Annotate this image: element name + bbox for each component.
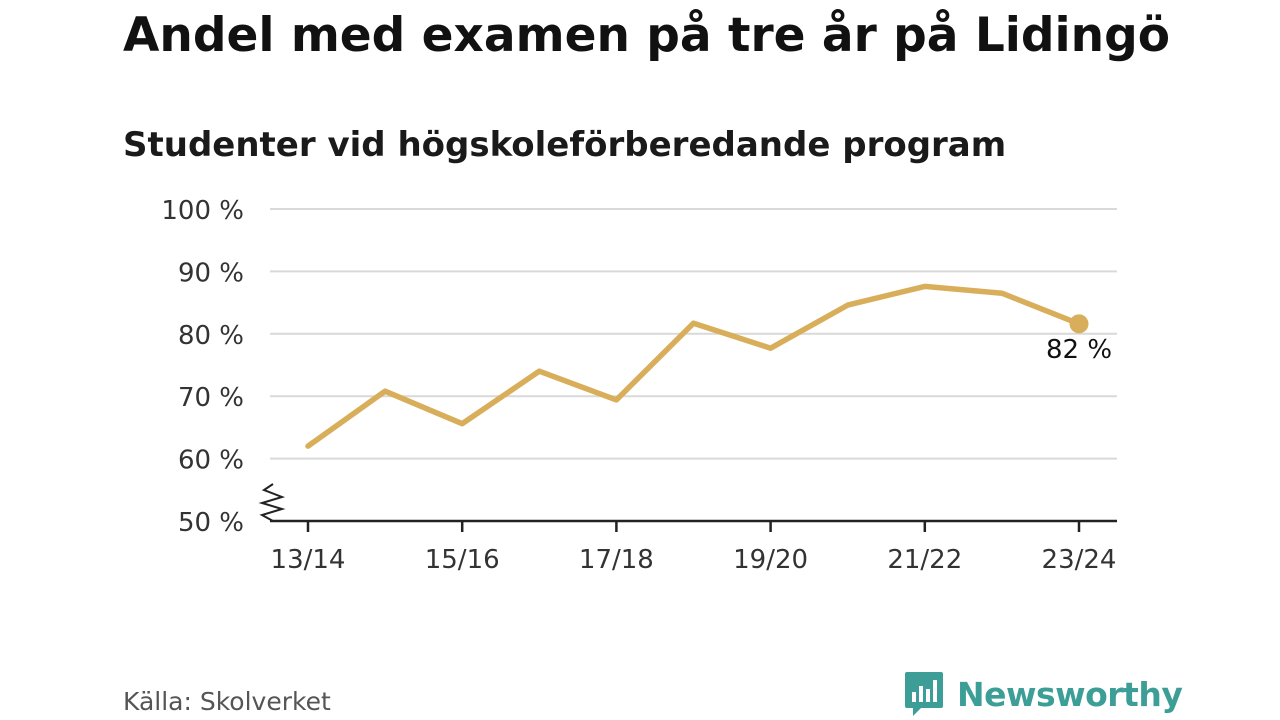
- y-tick-labels: 50 % 60 % 70 % 80 % 90 % 100 %: [161, 196, 244, 538]
- axis-break-icon: [258, 483, 286, 522]
- axes: [258, 483, 1117, 532]
- end-value-label: 82 %: [1046, 335, 1112, 365]
- gridlines: [270, 208, 1117, 460]
- newsworthy-logo-icon: [905, 672, 943, 716]
- brand-name: Newsworthy: [957, 674, 1183, 714]
- chart-title: Andel med examen på tre år på Lidingö: [123, 8, 1171, 63]
- chart-subtitle: Studenter vid högskoleförberedande progr…: [123, 125, 1007, 165]
- series: 82 %: [305, 283, 1112, 449]
- x-tick-labels: 13/14 15/16 17/18 19/20 21/22 23/24: [271, 545, 1117, 575]
- y-tick-label: 80 %: [178, 321, 244, 351]
- x-tick-label: 15/16: [425, 545, 500, 575]
- y-tick-label: 70 %: [178, 383, 244, 413]
- end-point: [1069, 314, 1089, 334]
- y-tick-label: 90 %: [178, 258, 244, 288]
- x-tick-label: 23/24: [1042, 545, 1117, 575]
- x-tick-label: 17/18: [579, 545, 654, 575]
- series-line: [305, 283, 1082, 449]
- y-tick-label: 100 %: [161, 196, 244, 226]
- x-tick-label: 13/14: [271, 545, 346, 575]
- y-tick-label: 50 %: [178, 508, 244, 538]
- x-tick-label: 21/22: [887, 545, 962, 575]
- brand-logo: Newsworthy: [903, 670, 1183, 718]
- x-tick-label: 19/20: [733, 545, 808, 575]
- y-tick-label: 60 %: [178, 446, 244, 476]
- source-note: Källa: Skolverket: [123, 687, 331, 716]
